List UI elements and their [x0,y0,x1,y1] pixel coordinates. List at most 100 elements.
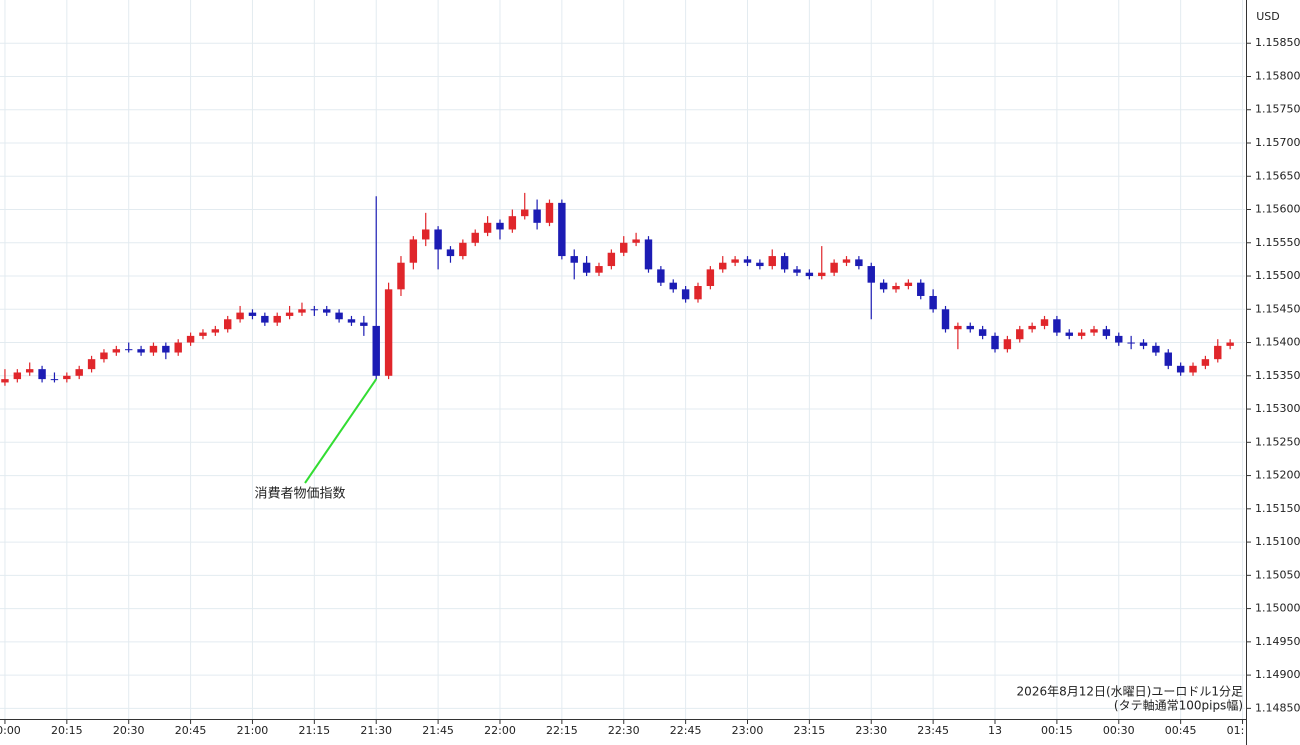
candle-body [347,319,356,323]
candle-body [174,342,182,353]
candle-body [422,229,430,240]
y-tick-label: 1.15100 [1255,535,1300,548]
x-tick-label: 22:00 [484,724,516,737]
candle-body [595,266,603,273]
candle-body [25,369,34,373]
candle-body [298,309,306,313]
candle-body [879,282,888,290]
x-tick-label: 23:00 [732,724,764,737]
candle-body [273,315,281,323]
x-tick-label: 23:30 [855,724,887,737]
candle-body [323,309,331,313]
candle-body [719,262,727,270]
candle-body [1226,342,1234,346]
candle-body [63,375,71,380]
y-tick-label: 1.15250 [1255,435,1300,448]
y-tick-label: 1.15050 [1255,568,1300,581]
x-tick-label: 00:45 [1165,724,1197,737]
candle-body [545,202,554,223]
candle-body [842,259,851,263]
candle-body [929,295,937,310]
candles [1,192,1234,386]
candle-body [372,325,380,376]
candle-body [446,249,455,257]
x-tick-label: 23:15 [794,724,826,737]
candle-body [483,222,492,233]
candle-body [743,259,752,263]
candle-body [1127,342,1135,344]
candle-body [1016,329,1024,340]
candle-body [310,309,319,311]
candle-body [384,289,393,376]
y-axis: 1.15850 1.15800 1.15750 1.15700 1.15650 1.156… [1246,36,1300,714]
candle-body [1139,342,1148,346]
x-tick-label: 20:30 [113,724,145,737]
candle-body [558,202,566,257]
y-tick-label: 1.15800 [1255,69,1300,82]
candle-body [830,262,838,273]
candle-body [87,359,96,370]
x-tick-label: 22:45 [670,724,702,737]
candle-body [917,282,925,296]
annotation-label: 消費者物価指数 [254,487,345,502]
x-tick-label: 01:00 [1227,724,1259,737]
candle-body [38,369,46,380]
candle-body [149,345,158,353]
y-tick-label: 1.14950 [1255,635,1300,648]
x-tick-label: 20:00 [0,724,21,737]
candle-body [1189,365,1197,373]
y-tick-label: 1.15550 [1255,236,1300,249]
candle-body [459,242,467,257]
x-tick-label: 21:30 [360,724,392,737]
candle-body [657,269,665,283]
x-tick-label: 21:45 [422,724,454,737]
y-tick-label: 1.14850 [1255,701,1300,714]
candle-body [13,372,22,380]
candle-body [1,379,9,383]
x-tick-label: 23:45 [917,724,949,737]
candle-body [756,262,764,267]
annotation-line [304,378,378,484]
candle-body [409,239,418,263]
candle-body [1164,352,1172,366]
candle-body [1065,332,1073,336]
candle-body [1003,339,1012,350]
candle-body [570,256,578,263]
y-tick-label: 1.15500 [1255,269,1300,282]
candle-body [991,335,999,350]
candle-body [1077,332,1086,336]
candle-body [867,266,875,283]
candle-body [137,349,145,353]
candle-body [1214,345,1222,360]
candle-body [1090,329,1098,333]
candle-body [1115,335,1123,343]
candle-body [632,239,640,243]
candle-body [1176,365,1185,373]
candle-body [1053,319,1061,333]
x-tick-label: 00:15 [1041,724,1073,737]
candle-body [471,232,479,243]
candle-body [100,352,108,360]
candle-body [112,349,121,353]
candle-body [607,252,616,267]
candle-body [397,262,405,290]
y-tick-label: 1.15000 [1255,602,1300,615]
candle-body [50,379,59,381]
y-tick-label: 1.15450 [1255,302,1300,315]
x-tick-label: 00:30 [1103,724,1135,737]
candle-body [904,282,913,287]
candle-body [199,332,207,336]
candle-body [434,229,442,250]
candle-body [1152,345,1160,353]
candle-body [75,369,83,376]
candle-body [620,242,628,253]
candle-body [892,286,900,290]
y-tick-label: 1.15200 [1255,469,1300,482]
candle-body [978,329,987,336]
candle-body [211,329,220,333]
candle-body [124,349,133,351]
candle-body [582,262,591,273]
candle-body [731,259,739,263]
candle-body [162,345,170,353]
y-tick-label: 1.15700 [1255,136,1300,149]
